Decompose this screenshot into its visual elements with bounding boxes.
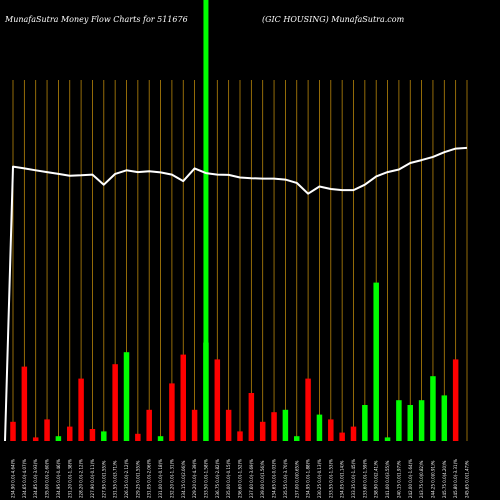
x-tick-label: 234.15 0.0(2.06)% [181, 460, 186, 498]
x-tick-label: 227.95 0.0(1.55)% [101, 460, 106, 498]
money-flow-bar [452, 359, 459, 441]
money-flow-bar [44, 419, 50, 441]
money-flow-bar [225, 409, 232, 441]
x-tick-label: 231.00 0.0(-0.18)% [158, 459, 163, 498]
money-flow-bar [146, 409, 152, 441]
money-flow-bar [180, 354, 186, 441]
x-tick-label: 232.20 0.0(-1.31)% [169, 459, 174, 498]
x-tick-label: 236.60 0.0(-1.52)% [238, 459, 243, 498]
money-flow-bar [191, 409, 198, 441]
money-flow-bar [305, 378, 311, 441]
x-tick-label: 228.20 0.0(-2.12)% [79, 459, 84, 498]
x-tick-label: 233.50 0.0(-1.58)% [203, 459, 208, 498]
money-flow-bar [362, 405, 368, 441]
x-tick-label: 229.25 0.0(1.55)% [135, 460, 140, 498]
x-tick-label: 234.65 0.0(-4.07)% [22, 459, 27, 498]
x-tick-label: 244.25 0.0(0.91)% [430, 460, 435, 498]
x-tick-label: 234.05 0.0(1.14)% [340, 460, 345, 498]
money-flow-bar [418, 400, 425, 441]
x-tick-label: 233.60 0.0(-1.59)% [362, 459, 367, 498]
x-tick-label: 231.05 0.0(-2.06)% [147, 459, 152, 498]
x-tick-label: 243.75 0.0(0.82)% [419, 460, 424, 498]
money-flow-bar [21, 366, 28, 441]
money-flow-bar [169, 383, 175, 441]
x-tick-label: 236.75 0.0(-2.82)% [215, 459, 220, 498]
money-flow-bar [282, 409, 289, 441]
x-tick-label: 233.35 0.0(-1.45)% [351, 459, 356, 498]
money-flow-bar [294, 436, 300, 441]
money-flow-bar [157, 436, 164, 441]
x-tick-label: 237.00 0.0(0.65)% [294, 460, 299, 498]
chart-title-right: (GIC HOUSING) MunafaSutra.com [262, 15, 405, 24]
money-flow-bars [10, 282, 459, 441]
x-tick-label: 234.85 0.0(-3.93)% [33, 459, 38, 498]
money-flow-bar [384, 437, 391, 441]
money-flow-bar [350, 426, 357, 441]
x-tick-label: 238.90 0.0(2.41)% [374, 460, 379, 498]
money-flow-bar [203, 342, 209, 441]
x-tick-label: 237.60 0.0(-3.69)% [249, 459, 254, 498]
x-tick-label: 235.00 0.0(-0.15)% [226, 459, 231, 498]
money-flow-bar [407, 405, 413, 441]
money-flow-bar [135, 433, 141, 441]
x-tick-label: 241.00 0.0(3.55)% [385, 460, 390, 498]
x-tick-labels: 234.90 0.0(-4.64)% 234.65 0.0(-4.07)% 234.… [11, 459, 470, 498]
x-tick-label: 234.95 0.0(-0.46)% [56, 459, 61, 498]
x-tick-label: 234.65 0.0(-0.03)% [272, 459, 277, 498]
x-tick-label: 229.20 0.0(-4.39)% [192, 459, 197, 498]
x-tick-label: 231.55 0.0(3.71)% [113, 460, 118, 498]
x-tick-label: 234.90 0.0(-4.64)% [11, 459, 16, 498]
money-flow-bar [67, 426, 73, 441]
money-flow-bar [55, 436, 62, 441]
x-tick-label: 239.00 0.0(1.56)% [260, 460, 265, 498]
x-tick-label: 245.75 0.0(4.20)% [442, 460, 447, 498]
money-flow-bar [248, 393, 255, 441]
x-tick-label: 240.15 0.0(1.97)% [396, 460, 401, 498]
price-line-path [4, 146, 468, 442]
x-tick-label: 235.55 0.0(-3.70)% [283, 459, 288, 498]
money-flow-bar [112, 364, 118, 441]
money-flow-bar [396, 400, 402, 441]
x-tick-label: 233.55 0.0(-1.53)% [328, 459, 333, 498]
money-flow-bar [32, 437, 39, 441]
money-flow-bar [339, 432, 345, 441]
money-flow-bar [441, 395, 448, 441]
money-flow-bar [316, 414, 323, 441]
money-flow-bar [214, 359, 221, 441]
x-tick-label: 234.95 0.0(-1.88)% [306, 459, 311, 498]
money-flow-bar [373, 282, 379, 441]
x-tick-label: 227.90 0.0(-0.11)% [90, 459, 95, 498]
chart-title-left: MunafaSutra Money Flow Charts for 511676 [4, 15, 188, 24]
x-tick-label: 226.35 0.0(-2.12)% [124, 459, 129, 498]
money-flow-bar [78, 378, 84, 441]
money-flow-bar [271, 412, 277, 441]
money-flow-bar [430, 376, 436, 441]
x-tick-label: 235.00 0.0(-2.60)% [45, 459, 50, 498]
money-flow-bar [259, 421, 266, 441]
x-tick-label: 231.20 0.0(-1.38)% [67, 459, 72, 498]
x-tick-label: 245.65 0.0(1.47)% [465, 460, 470, 498]
money-flow-bar [237, 431, 243, 441]
money-flow-bar [10, 421, 16, 441]
highlight-bar [203, 0, 209, 441]
money-flow-bar [328, 419, 334, 441]
x-tick-label: 245.80 0.0(-3.31)% [453, 459, 458, 498]
money-flow-bar [101, 431, 107, 441]
money-flow-bar [89, 429, 96, 441]
money-flow-bar [123, 352, 130, 441]
x-tick-label: 230.25 0.0(-0.13)% [317, 459, 322, 498]
x-tick-label: 242.00 0.0(-1.64)% [408, 459, 413, 498]
price-line [4, 146, 468, 442]
